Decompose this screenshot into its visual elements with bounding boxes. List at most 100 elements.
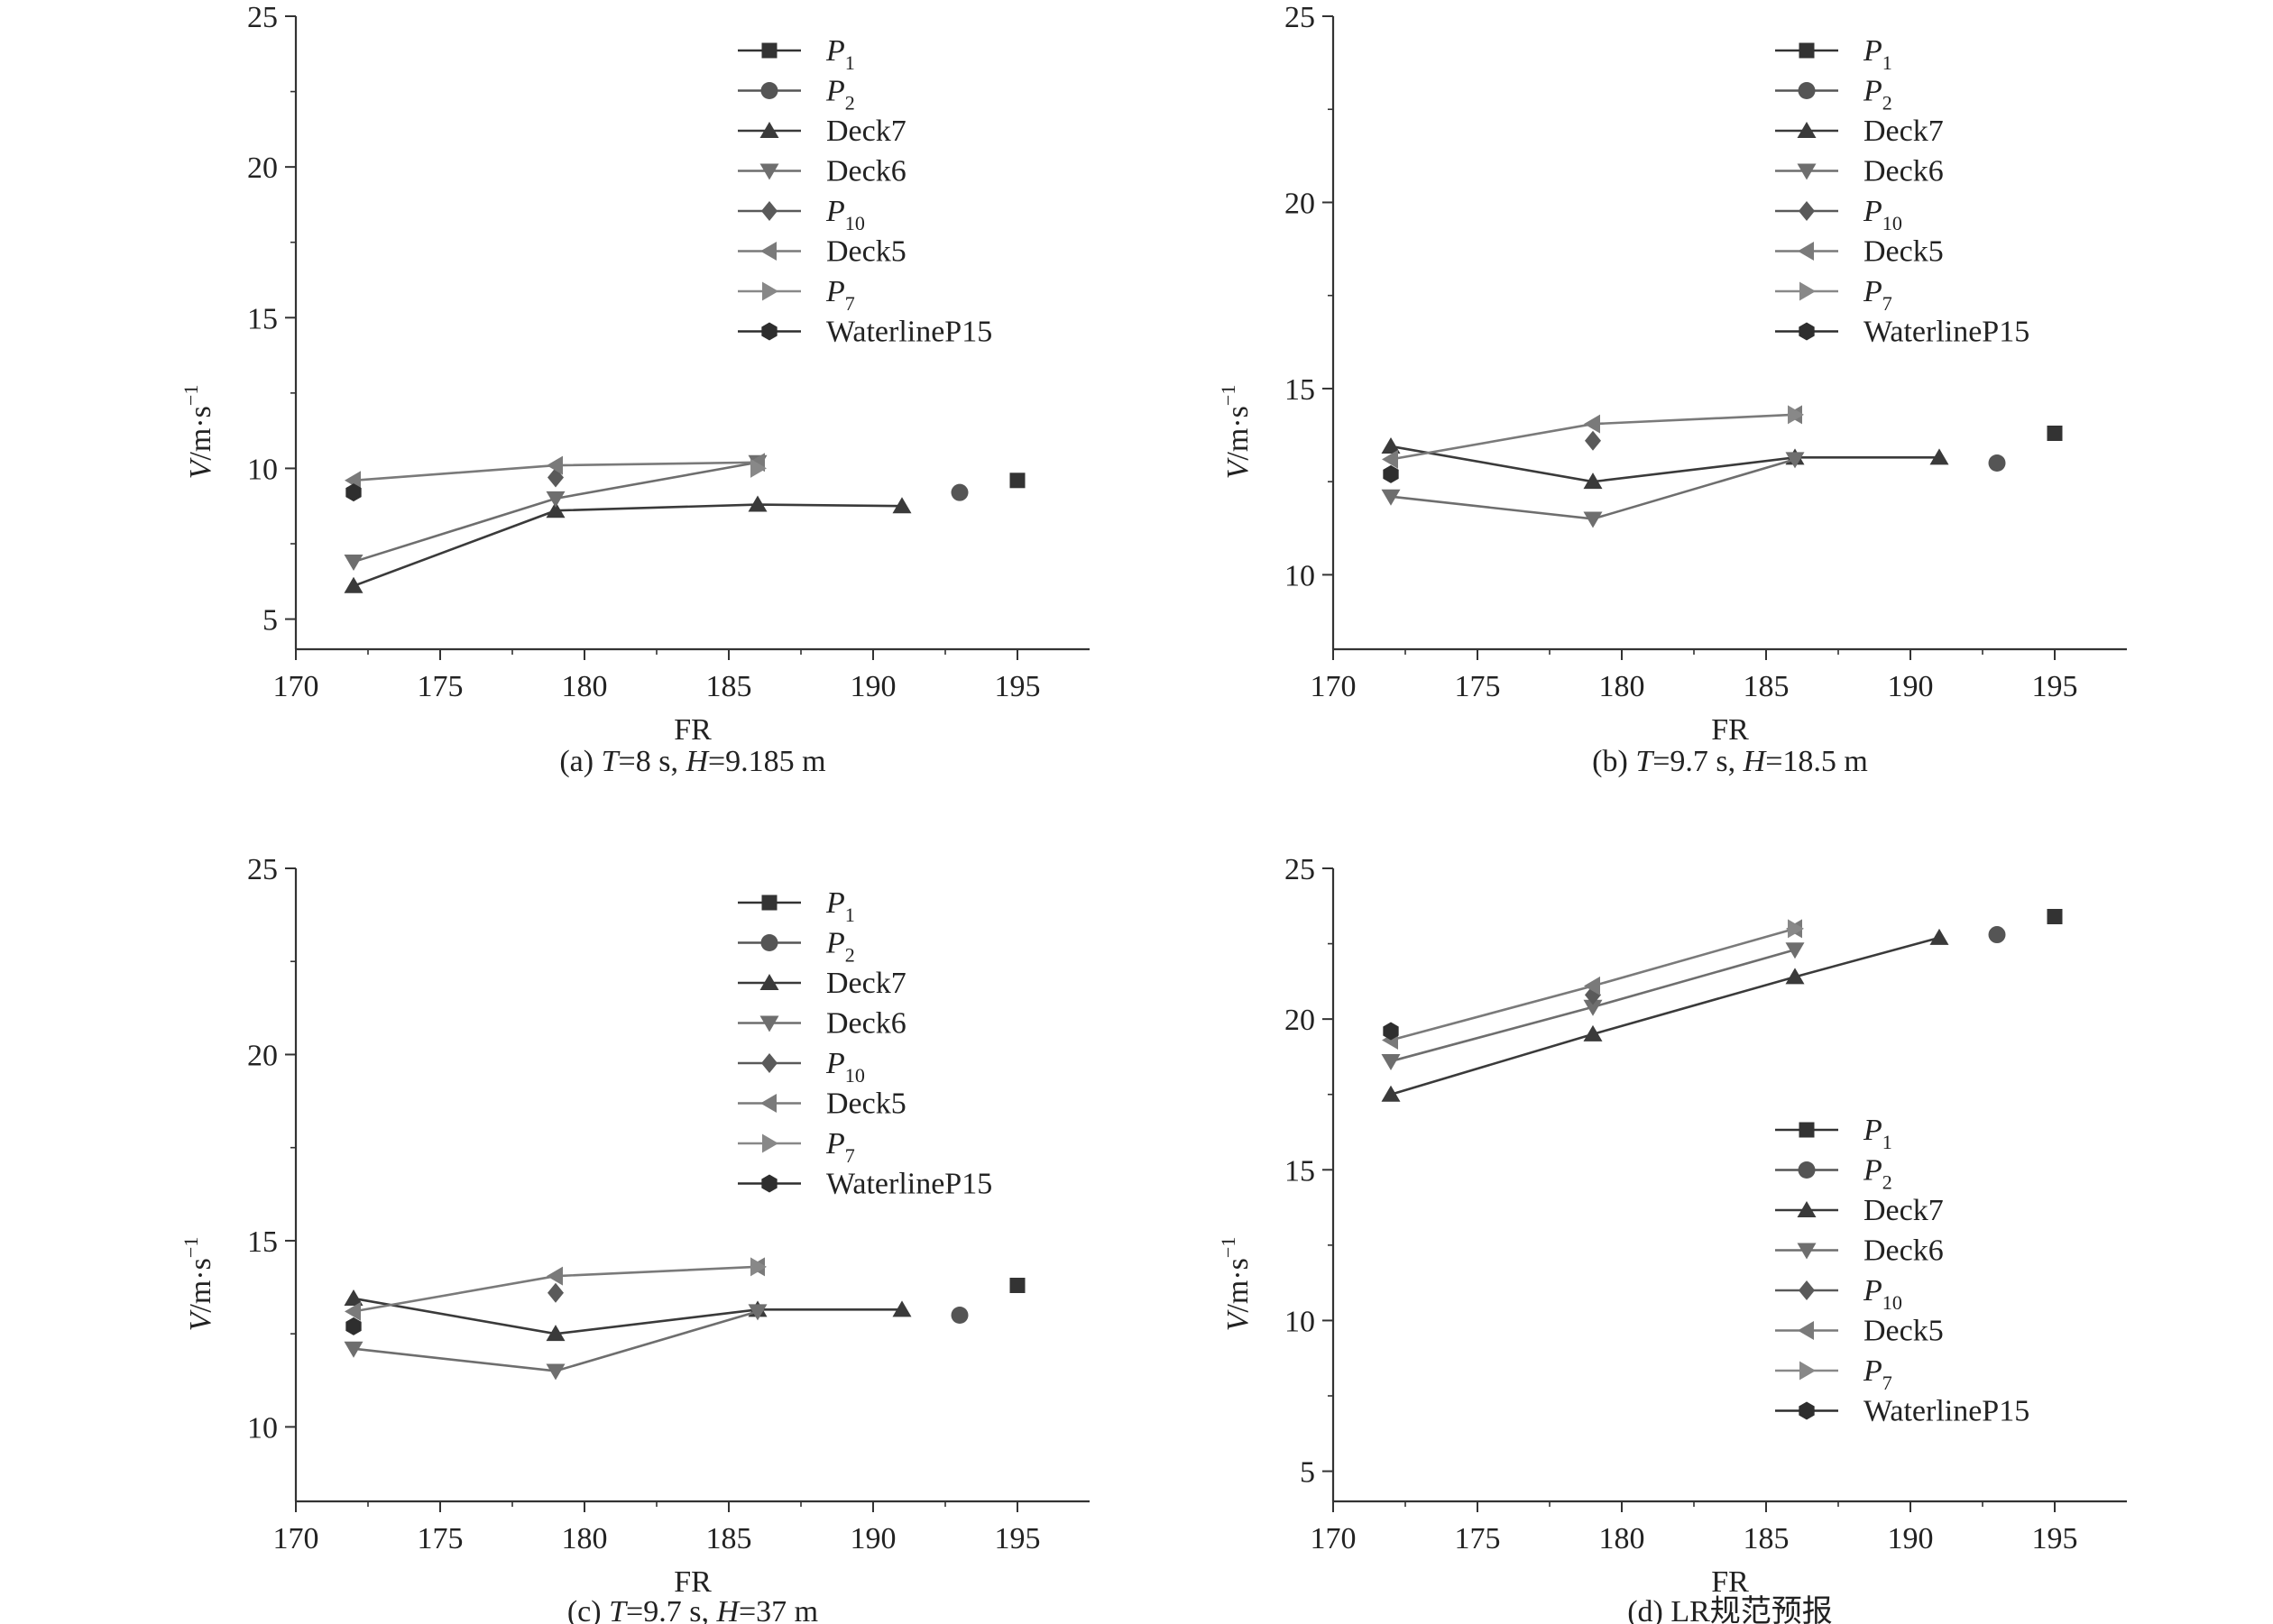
series-Deck7	[1381, 436, 1949, 490]
series-P2	[951, 1307, 969, 1325]
x-tick-label: 180	[1599, 670, 1645, 703]
series-P10	[548, 1282, 564, 1303]
series-line	[353, 1310, 759, 1372]
y-tick-label: 25	[247, 853, 278, 886]
data-point	[748, 1304, 768, 1321]
chart-panel-b: 170 175 180 185 190 195 10 15 20 25 FR V/m·s−1 (b) T…	[1217, 1, 2127, 778]
series-line	[1390, 936, 1940, 1096]
y-tick-label: 10	[1284, 1305, 1315, 1338]
data-point	[1788, 405, 1804, 425]
x-tick-label: 195	[2032, 670, 2078, 703]
data-point	[2047, 908, 2063, 924]
legend-marker	[759, 974, 779, 990]
data-point	[546, 1325, 566, 1342]
legend-label: Deck6	[826, 155, 906, 188]
legend-marker	[1798, 1321, 1814, 1340]
x-tick-label: 180	[562, 670, 608, 703]
x-tick-label: 195	[995, 670, 1041, 703]
legend-marker	[1799, 201, 1815, 221]
y-tick-label: 25	[247, 1, 278, 34]
legend-marker	[761, 1174, 778, 1193]
y-tick-label: 20	[247, 1039, 278, 1072]
legend-marker	[761, 201, 778, 221]
data-point	[547, 455, 563, 475]
data-point	[1584, 414, 1600, 434]
series-Deck7	[344, 495, 912, 593]
x-tick-label: 170	[273, 670, 319, 703]
data-point	[345, 471, 361, 491]
legend-label: WaterlineP15	[1863, 316, 2029, 349]
x-tick-label: 180	[562, 1522, 608, 1555]
x-tick-label: 180	[1599, 1522, 1645, 1555]
legend-marker	[761, 1053, 778, 1073]
y-tick-label: 25	[1284, 1, 1315, 34]
series-line	[353, 1297, 902, 1335]
y-tick-label: 10	[1284, 559, 1315, 592]
x-tick-label: 185	[1744, 1522, 1790, 1555]
legend-label: P7	[1863, 1354, 1892, 1394]
series-P1	[1009, 473, 1026, 489]
legend-marker	[761, 895, 778, 911]
series-line	[353, 503, 903, 588]
legend-label: P1	[825, 34, 855, 74]
data-point	[1785, 942, 1805, 959]
legend-marker	[1799, 1122, 1815, 1138]
panel-caption: (b) T=9.7 s, H=18.5 m	[1592, 745, 1868, 778]
series-P1	[1009, 1277, 1026, 1293]
x-tick-label: 170	[1311, 1522, 1357, 1555]
x-tick-label: 190	[851, 1522, 897, 1555]
data-point	[1009, 1277, 1026, 1293]
legend-marker	[1797, 1201, 1817, 1217]
x-tick-label: 195	[2032, 1522, 2078, 1555]
data-point	[1383, 1022, 1399, 1041]
legend-label: P10	[825, 195, 865, 234]
data-point	[1583, 1024, 1603, 1041]
data-point	[1584, 976, 1600, 996]
series-WaterlineP15	[1383, 1022, 1399, 1041]
series-Deck6	[1381, 942, 1805, 1070]
data-point	[546, 1363, 566, 1381]
series-P2	[1988, 454, 2006, 473]
legend-label: P1	[1863, 34, 1892, 74]
data-point	[546, 491, 566, 508]
legend-label: Deck5	[1863, 1315, 1944, 1348]
data-point	[1381, 1085, 1401, 1102]
data-point	[1381, 436, 1401, 454]
legend-marker	[1798, 242, 1814, 261]
data-point	[344, 555, 363, 572]
legend-label: P10	[825, 1047, 865, 1087]
legend-marker	[760, 934, 778, 951]
data-point	[951, 1307, 969, 1325]
legend-marker	[1799, 1361, 1816, 1381]
legend-label: Deck5	[1863, 235, 1944, 269]
panel-caption: (c) T=9.7 s, H=37 m	[567, 1595, 818, 1624]
data-point	[1929, 928, 1949, 945]
y-tick-label: 20	[247, 151, 278, 185]
legend-label: Deck6	[826, 1007, 906, 1041]
data-point	[1383, 464, 1399, 483]
data-point	[1785, 968, 1805, 985]
legend-marker	[1798, 1161, 1816, 1179]
legend-marker	[1799, 281, 1816, 301]
y-tick-label: 5	[1300, 1456, 1315, 1490]
legend-marker	[761, 42, 778, 59]
legend-marker	[760, 242, 777, 261]
legend-marker	[759, 122, 779, 138]
x-tick-label: 190	[1888, 670, 1934, 703]
legend-marker	[1797, 122, 1817, 138]
data-point	[1583, 473, 1603, 490]
legend-marker	[1797, 163, 1817, 180]
x-tick-label: 175	[418, 1522, 464, 1555]
data-point	[892, 1300, 912, 1317]
data-point	[1583, 511, 1603, 528]
data-point	[1583, 999, 1603, 1016]
data-point	[548, 1282, 564, 1303]
y-axis-title: V/m·s−1	[1217, 385, 1255, 480]
series-WaterlineP15	[1383, 464, 1399, 483]
x-axis-title: FR	[1711, 1565, 1749, 1599]
x-tick-label: 195	[995, 1522, 1041, 1555]
